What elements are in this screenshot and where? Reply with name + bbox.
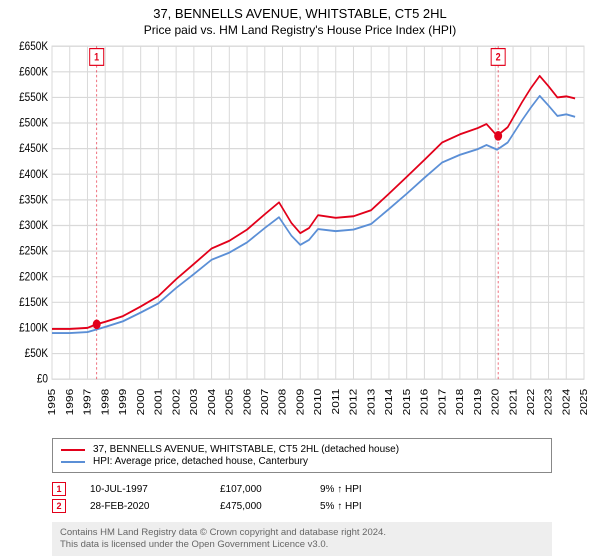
legend-swatch <box>61 461 85 463</box>
svg-text:2001: 2001 <box>153 389 164 416</box>
svg-text:2020: 2020 <box>490 389 501 416</box>
svg-text:2009: 2009 <box>295 389 306 416</box>
svg-text:2010: 2010 <box>313 389 324 416</box>
footer-line-2: This data is licensed under the Open Gov… <box>60 539 544 551</box>
svg-text:2000: 2000 <box>136 389 147 416</box>
legend-item: HPI: Average price, detached house, Cant… <box>61 456 543 467</box>
svg-text:1998: 1998 <box>100 389 111 416</box>
svg-text:£50K: £50K <box>25 347 49 360</box>
svg-text:£500K: £500K <box>19 117 48 130</box>
svg-text:2013: 2013 <box>366 389 377 416</box>
sale-row: 2 28-FEB-2020£475,0005% ↑ HPI <box>52 499 552 513</box>
svg-text:2006: 2006 <box>242 389 253 416</box>
svg-text:£0: £0 <box>37 373 48 386</box>
svg-text:1995: 1995 <box>47 389 58 416</box>
svg-text:1999: 1999 <box>118 389 129 416</box>
legend-label: 37, BENNELLS AVENUE, WHITSTABLE, CT5 2HL… <box>93 444 399 455</box>
svg-text:1997: 1997 <box>83 389 94 416</box>
chart-title-address: 37, BENNELLS AVENUE, WHITSTABLE, CT5 2HL <box>8 6 592 21</box>
svg-text:2: 2 <box>496 52 501 64</box>
svg-text:£550K: £550K <box>19 91 48 104</box>
svg-text:£600K: £600K <box>19 66 48 79</box>
sale-price: £475,000 <box>220 501 320 512</box>
svg-text:2017: 2017 <box>437 389 448 416</box>
svg-text:2015: 2015 <box>402 389 413 416</box>
sale-note: 5% ↑ HPI <box>320 501 552 512</box>
svg-text:2004: 2004 <box>207 389 218 416</box>
svg-text:£300K: £300K <box>19 219 48 232</box>
legend-label: HPI: Average price, detached house, Cant… <box>93 456 308 467</box>
svg-text:2016: 2016 <box>419 389 430 416</box>
svg-text:2019: 2019 <box>473 389 484 416</box>
sale-note: 9% ↑ HPI <box>320 484 552 495</box>
svg-text:£650K: £650K <box>19 40 48 53</box>
svg-text:£150K: £150K <box>19 296 48 309</box>
svg-text:£400K: £400K <box>19 168 48 181</box>
price-chart: £0 £50K £100K £150K £200K £250K £300K £350K £400… <box>8 39 592 434</box>
svg-text:1: 1 <box>94 52 99 64</box>
sale-date: 10-JUL-1997 <box>90 484 220 495</box>
svg-text:1996: 1996 <box>65 389 76 416</box>
sale-marker-box: 1 <box>52 482 66 496</box>
svg-text:£250K: £250K <box>19 245 48 258</box>
legend-swatch <box>61 449 85 451</box>
svg-text:2007: 2007 <box>260 389 271 416</box>
sale-marker-box: 2 <box>52 499 66 513</box>
sale-price: £107,000 <box>220 484 320 495</box>
sale-date: 28-FEB-2020 <box>90 501 220 512</box>
svg-text:2011: 2011 <box>331 389 342 415</box>
sale-row: 1 10-JUL-1997£107,0009% ↑ HPI <box>52 482 552 496</box>
svg-text:2002: 2002 <box>171 389 182 416</box>
svg-text:2012: 2012 <box>349 389 360 416</box>
sales-table: 1 10-JUL-1997£107,0009% ↑ HPI 2 28-FEB-2020… <box>52 479 552 516</box>
legend-item: 37, BENNELLS AVENUE, WHITSTABLE, CT5 2HL… <box>61 444 543 455</box>
chart-title-sub: Price paid vs. HM Land Registry's House … <box>8 23 592 37</box>
svg-text:2014: 2014 <box>384 389 395 416</box>
svg-text:£200K: £200K <box>19 271 48 284</box>
svg-text:2025: 2025 <box>579 389 590 416</box>
svg-text:2023: 2023 <box>544 389 555 416</box>
svg-text:2018: 2018 <box>455 389 466 416</box>
svg-text:2021: 2021 <box>508 389 519 416</box>
attribution-footer: Contains HM Land Registry data © Crown c… <box>52 522 552 556</box>
legend: 37, BENNELLS AVENUE, WHITSTABLE, CT5 2HL… <box>52 438 552 473</box>
svg-text:£350K: £350K <box>19 194 48 207</box>
footer-line-1: Contains HM Land Registry data © Crown c… <box>60 527 544 539</box>
svg-text:2003: 2003 <box>189 389 200 416</box>
svg-text:£100K: £100K <box>19 322 48 335</box>
svg-text:2008: 2008 <box>278 389 289 416</box>
svg-text:2024: 2024 <box>561 389 572 416</box>
svg-text:2005: 2005 <box>224 389 235 416</box>
svg-text:2022: 2022 <box>526 389 537 416</box>
svg-text:£450K: £450K <box>19 142 48 155</box>
